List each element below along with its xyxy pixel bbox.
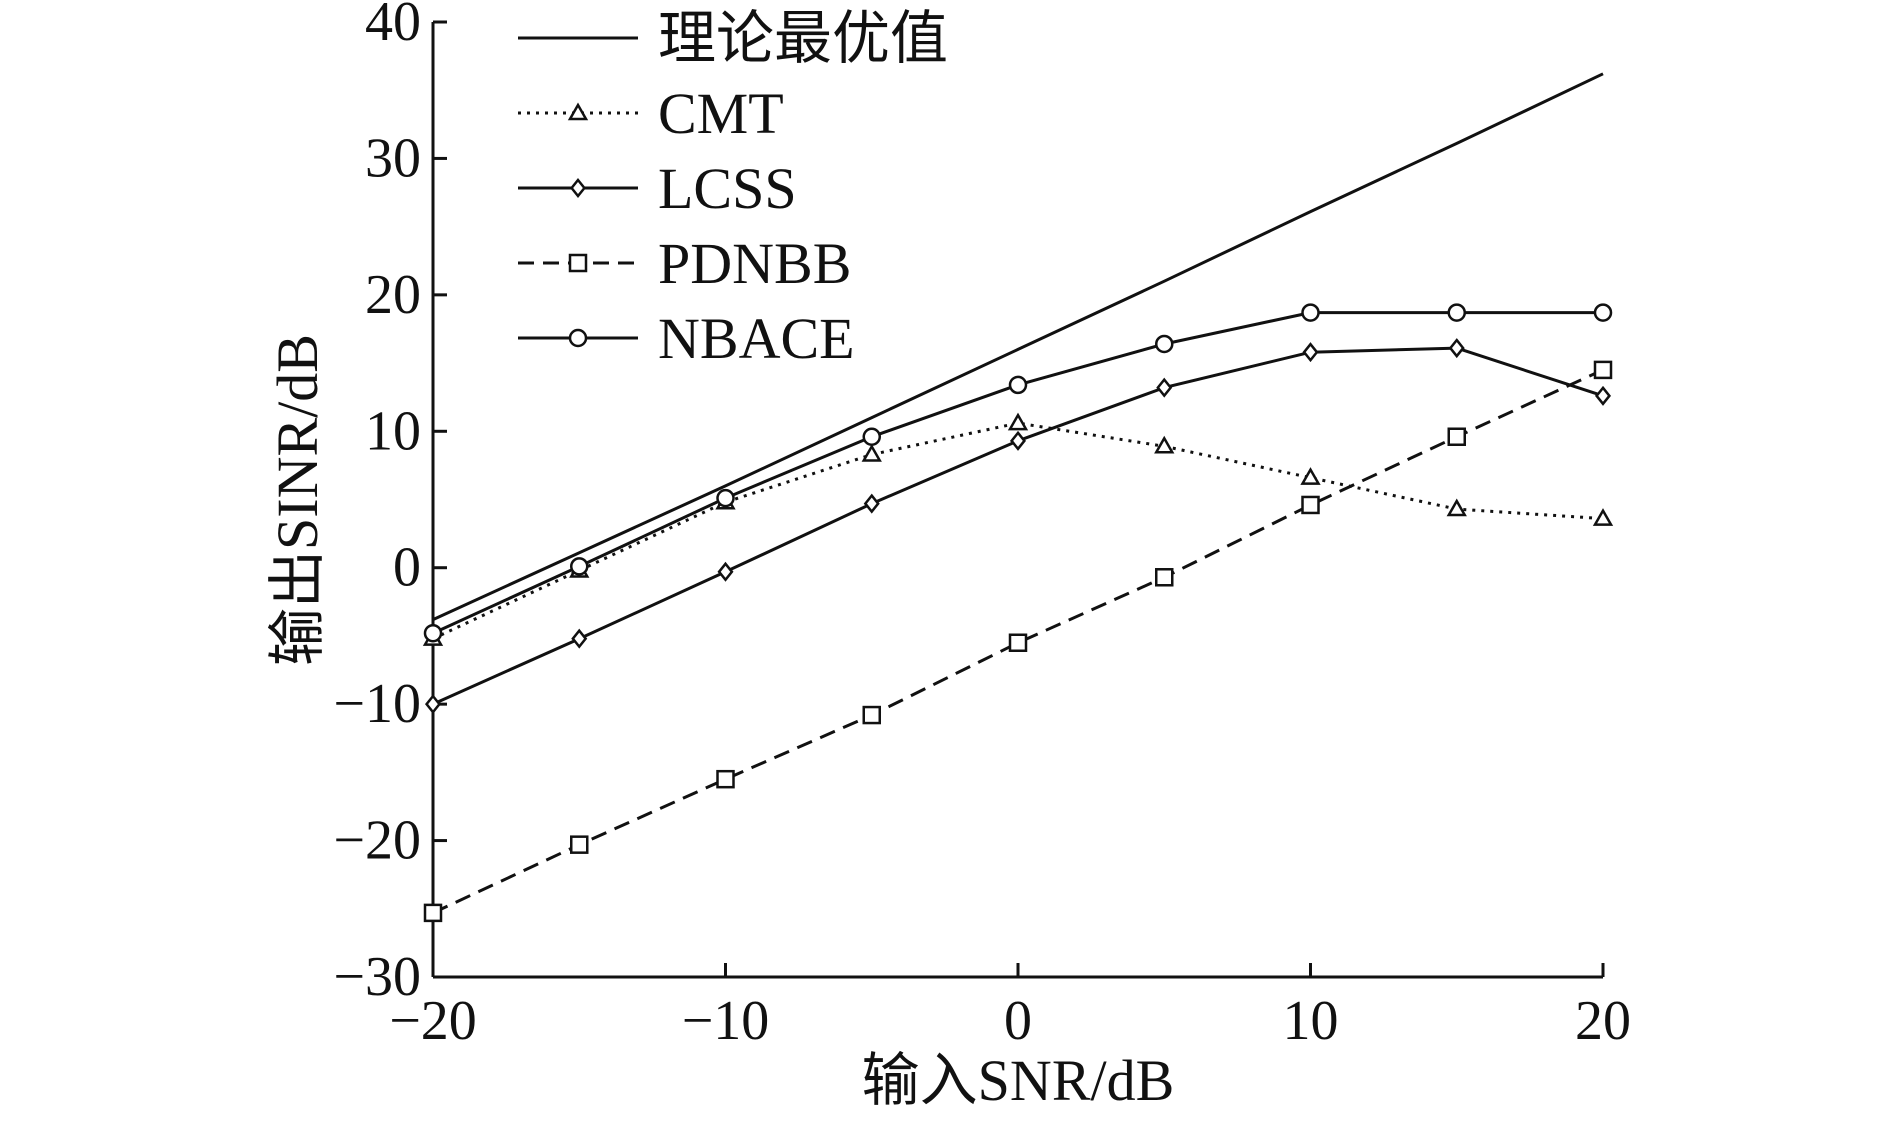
legend-item: 理论最优值	[518, 6, 948, 71]
legend: 理论最优值 CMT LCSS PDNBB NBACE	[518, 6, 948, 371]
y-tick-label: −10	[333, 673, 421, 735]
x-tick-label: −20	[389, 990, 477, 1052]
data-point	[1447, 303, 1466, 322]
legend-marker	[567, 102, 589, 121]
data-point	[1301, 495, 1320, 515]
data-point	[862, 705, 881, 725]
series-3	[423, 360, 1613, 923]
data-point	[1594, 385, 1612, 406]
data-point	[716, 488, 735, 508]
x-tick-label: −10	[682, 990, 770, 1052]
data-point	[424, 694, 442, 715]
legend-label: PDNBB	[658, 231, 851, 296]
legend-marker	[568, 328, 588, 348]
data-point	[1302, 342, 1319, 363]
legend-marker	[569, 177, 587, 199]
y-tick-label: 20	[365, 264, 421, 326]
x-tick-label: 0	[1004, 990, 1032, 1052]
series-line	[432, 72, 1604, 621]
series-0	[432, 72, 1604, 621]
series-2	[424, 338, 1612, 715]
y-tick-label: −30	[333, 946, 421, 1008]
data-point	[1593, 303, 1613, 322]
legend-label: NBACE	[658, 306, 855, 371]
data-point	[716, 769, 735, 789]
legend-item: NBACE	[518, 306, 855, 371]
data-point	[1154, 435, 1175, 454]
y-tick-label: 10	[365, 400, 421, 462]
data-point	[423, 623, 443, 643]
series-line	[432, 421, 1604, 641]
data-point	[1448, 338, 1465, 359]
legend-label: CMT	[658, 81, 784, 146]
y-axis-label: 输出SINR/dB	[265, 334, 330, 666]
data-point	[1007, 412, 1029, 431]
legend-item: CMT	[518, 81, 784, 146]
y-tick-label: 40	[365, 0, 421, 53]
data-point	[1008, 375, 1028, 395]
series-line	[432, 368, 1604, 915]
data-point	[1155, 568, 1174, 587]
data-point	[1447, 427, 1466, 446]
axes	[431, 22, 1603, 979]
x-tick-label: 20	[1575, 990, 1631, 1052]
data-point	[862, 427, 881, 446]
x-axis-label: 输入SNR/dB	[862, 1048, 1175, 1113]
legend-marker	[568, 253, 588, 273]
series-4	[423, 303, 1613, 643]
series-layer	[422, 72, 1614, 923]
y-tick-label: 30	[365, 127, 421, 189]
data-point	[570, 557, 589, 576]
y-ticks: −30 −20 −10 0 10 20 30 40	[333, 0, 447, 1008]
data-point	[1300, 467, 1321, 485]
data-point	[1155, 334, 1174, 354]
y-tick-label: −20	[333, 810, 421, 872]
data-point	[571, 628, 588, 649]
data-point	[1008, 633, 1028, 652]
x-tick-label: 10	[1283, 990, 1339, 1052]
y-tick-label: 0	[393, 537, 421, 599]
data-point	[1446, 498, 1467, 517]
data-point	[1592, 508, 1614, 526]
legend-item: PDNBB	[518, 231, 851, 296]
data-point	[1593, 360, 1613, 380]
data-point	[423, 903, 443, 923]
data-point	[1156, 377, 1173, 398]
legend-item: LCSS	[518, 156, 797, 221]
data-point	[570, 835, 589, 854]
series-line	[432, 311, 1603, 635]
data-point	[863, 493, 880, 514]
legend-label: 理论最优值	[658, 6, 948, 71]
data-point	[1301, 303, 1320, 322]
x-ticks: −20 −10 0 10 20	[389, 963, 1631, 1052]
data-point	[1009, 430, 1027, 451]
data-point	[717, 561, 734, 582]
data-point	[861, 443, 882, 462]
legend-label: LCSS	[658, 156, 797, 221]
